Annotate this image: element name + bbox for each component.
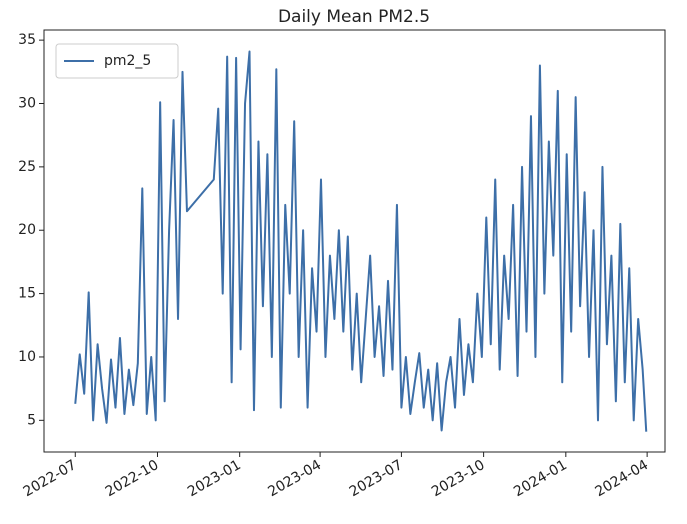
y-tick-label: 35 (18, 32, 36, 48)
x-tick-label: 2023-07 (347, 457, 406, 500)
x-tick-label: 2024-01 (511, 457, 570, 500)
plot-frame (43, 29, 666, 453)
x-tick-label: 2024-04 (592, 457, 651, 500)
x-tick-label: 2023-01 (185, 457, 244, 500)
x-tick-label: 2023-04 (265, 457, 324, 500)
x-tick-label: 2022-10 (103, 457, 162, 500)
x-tick-label: 2023-10 (429, 457, 488, 500)
data-line (74, 50, 648, 432)
y-tick-label: 30 (18, 96, 36, 112)
legend: pm2_5 (55, 43, 179, 79)
y-tick-label: 10 (18, 349, 36, 365)
legend-box (55, 43, 179, 79)
y-tick-label: 25 (18, 159, 36, 175)
chart-title: Daily Mean PM2.5 (278, 7, 430, 27)
x-tick-label: 2022-07 (21, 457, 80, 500)
y-tick-label: 15 (18, 286, 36, 302)
y-tick-label: 5 (27, 412, 36, 428)
y-tick-label: 20 (18, 222, 36, 238)
legend-label: pm2_5 (104, 53, 151, 69)
